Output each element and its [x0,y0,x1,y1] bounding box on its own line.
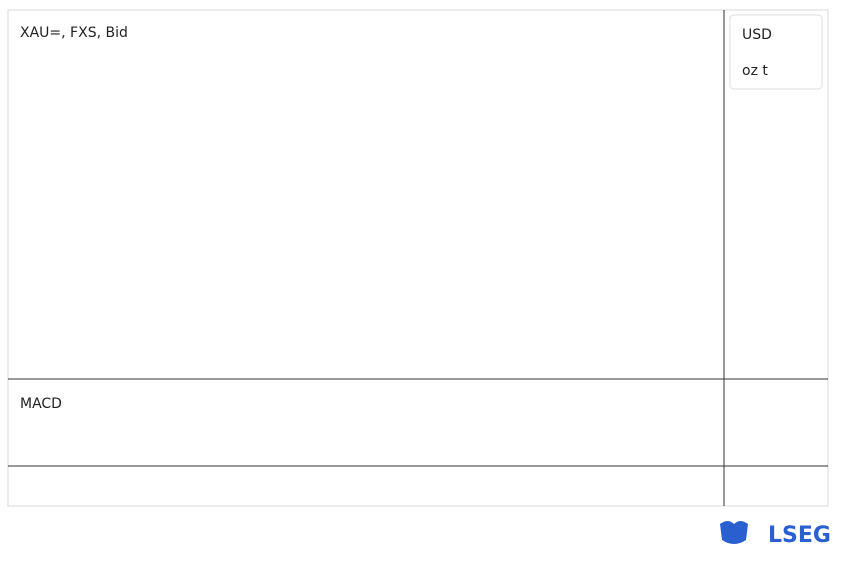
units-box [729,14,823,90]
frame [7,9,829,507]
indicator-title: MACD [20,396,62,412]
unit-label: USD [742,27,772,43]
brand-logo: LSEG [720,521,831,548]
chart-title: XAU=, FXS, Bid [20,25,128,41]
unit-label: oz t [742,63,768,79]
brand-name: LSEG [768,523,831,548]
logo-icon [720,521,748,544]
